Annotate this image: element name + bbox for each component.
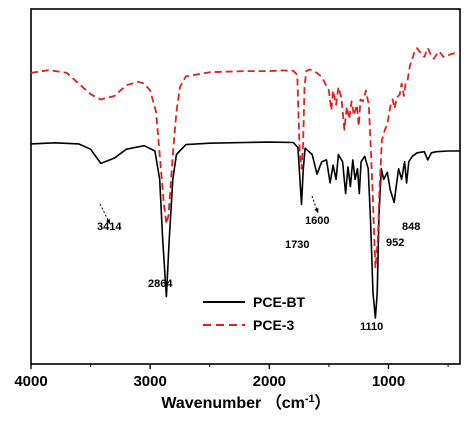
annotation-layer: 3414 2864 1730 1600 1110 952 848 [97, 195, 420, 333]
peak-label-848: 848 [402, 221, 420, 233]
x-tick-label-2000: 2000 [253, 373, 286, 390]
x-axis-title-main: Wavenumber （cm [161, 394, 304, 412]
x-tick-label-3000: 3000 [133, 373, 166, 390]
x-axis-title-sup: -1 [305, 393, 315, 405]
peak-label-952: 952 [386, 237, 404, 249]
peak-label-2864: 2864 [148, 278, 173, 290]
plot-frame [30, 8, 461, 365]
series-layer [30, 47, 460, 319]
peak-arrow-1600 [311, 195, 319, 214]
x-axis-title: Wavenumber （cm-1） [161, 393, 330, 412]
peak-label-1600: 1600 [305, 215, 329, 227]
x-axis-ticks: 4000 3000 2000 1000 [14, 364, 449, 390]
peak-label-3414: 3414 [97, 221, 122, 233]
peak-label-1730: 1730 [285, 239, 309, 251]
peak-arrowhead-1600 [314, 208, 319, 213]
x-tick-label-4000: 4000 [14, 373, 47, 390]
x-axis-title-close: ） [315, 394, 331, 412]
peak-arrowhead-3414 [106, 219, 110, 224]
legend-label-pce-3: PCE-3 [253, 317, 294, 333]
legend-label-pce-bt: PCE-BT [253, 294, 306, 310]
peak-label-1110: 1110 [360, 321, 383, 333]
series-line-pce-3 [30, 47, 460, 269]
legend: PCE-BT PCE-3 [203, 294, 306, 333]
series-line-pce-bt [30, 141, 460, 319]
x-tick-label-1000: 1000 [372, 373, 405, 390]
